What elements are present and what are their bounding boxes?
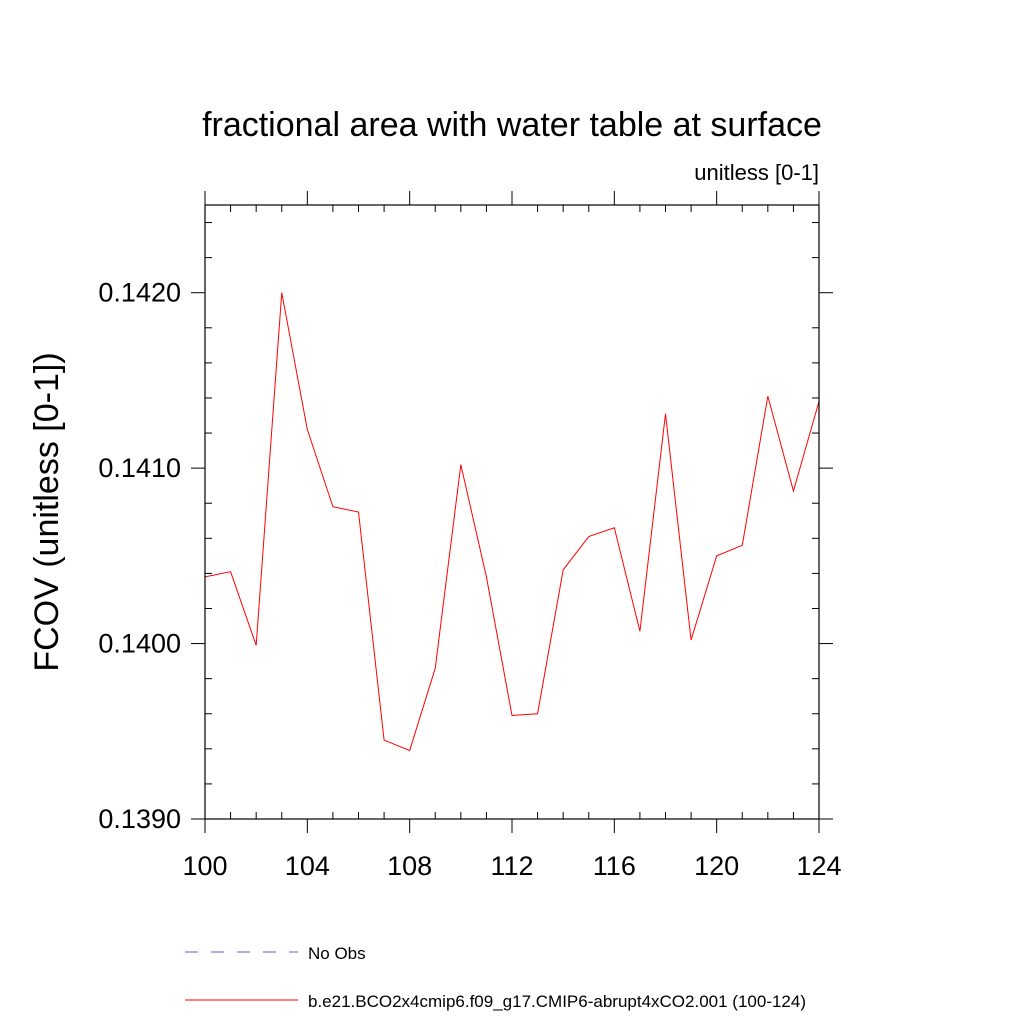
legend-label-no-obs: No Obs [308, 944, 366, 963]
y-tick-label: 0.1410 [98, 453, 181, 483]
x-tick-label: 100 [182, 851, 227, 881]
x-tick-label: 108 [387, 851, 432, 881]
legend-label-model-run: b.e21.BCO2x4cmip6.f09_g17.CMIP6-abrupt4x… [308, 992, 806, 1011]
y-tick-label: 0.1400 [98, 629, 181, 659]
axis-ticks [191, 191, 833, 833]
y-tick-label: 0.1390 [98, 804, 181, 834]
x-tick-label: 120 [694, 851, 739, 881]
x-tick-label: 116 [593, 851, 636, 881]
x-tick-label: 104 [285, 851, 330, 881]
chart-subtitle: unitless [0-1] [694, 160, 819, 185]
plot-frame [204, 204, 820, 820]
legend: No Obs b.e21.BCO2x4cmip6.f09_g17.CMIP6-a… [185, 944, 806, 1011]
data-series [204, 292, 820, 752]
y-axis-label: FCOV (unitless [0-1]) [28, 352, 66, 671]
x-tick-label: 112 [490, 851, 533, 881]
series-line [204, 292, 820, 752]
axis-tick-labels: 100 104 108 112 116 120 124 0.1390 0.1400 0.1410 0… [98, 278, 841, 881]
x-tick-label: 124 [796, 851, 841, 881]
y-tick-label: 0.1420 [98, 278, 181, 308]
chart-title: fractional area with water table at surf… [202, 106, 822, 144]
